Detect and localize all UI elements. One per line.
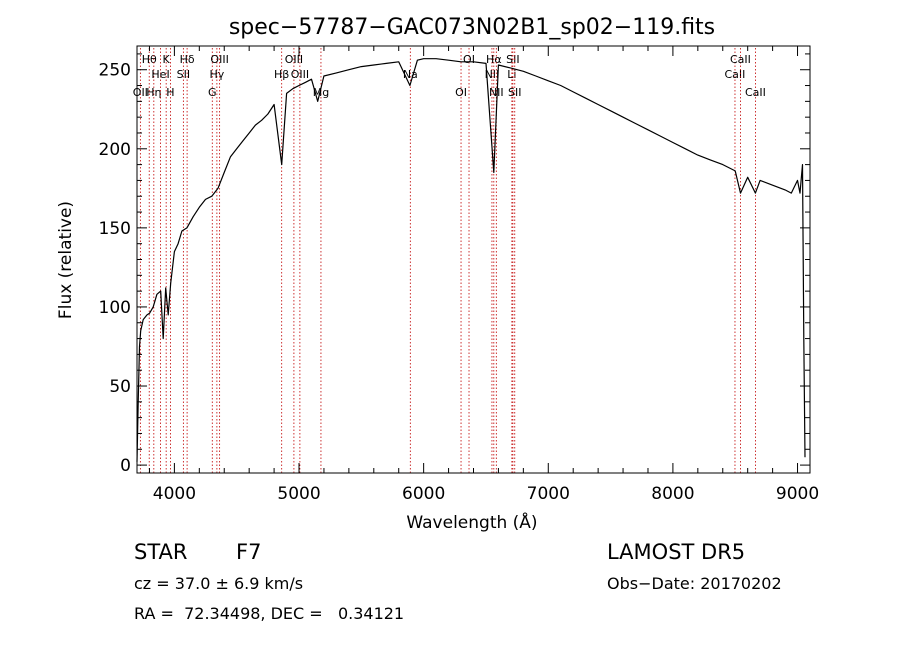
spectral-line-label: OIII bbox=[291, 68, 309, 81]
spectral-line-label: Hγ bbox=[209, 68, 224, 81]
spectral-line-label: Hβ bbox=[274, 68, 289, 81]
spectral-line-label: CaII bbox=[745, 86, 766, 99]
spectral-line-label: OIII bbox=[210, 53, 228, 66]
spectral-line-label: Hα bbox=[486, 53, 502, 66]
spectral-line-label: K bbox=[163, 53, 171, 66]
spectral-line-label: Mg bbox=[313, 86, 329, 99]
plot-area: OIIHθHηHeIKHSIIHδGHγOIIIHβOIIIOIIIMgNaOI… bbox=[133, 48, 806, 473]
spectral-line-label: SII bbox=[506, 53, 519, 66]
x-axis: 4000 5000 6000 7000 8000 9000 bbox=[148, 46, 819, 504]
spectral-line-label: Hθ bbox=[142, 53, 157, 66]
spectral-line-label: OI bbox=[455, 86, 467, 99]
spectral-line-label: HeI bbox=[151, 68, 169, 81]
x-tick-label: 7000 bbox=[527, 484, 570, 504]
y-tick-label: 50 bbox=[109, 377, 131, 397]
y-tick-label: 0 bbox=[120, 456, 131, 476]
y-axis-label: Flux (relative) bbox=[56, 201, 76, 319]
x-tick-label: 8000 bbox=[651, 484, 694, 504]
subclass: F7 bbox=[236, 540, 262, 564]
spectral-line-label: OI bbox=[463, 53, 475, 66]
x-axis-label: Wavelength (Å) bbox=[406, 511, 537, 533]
spectral-line-label: H bbox=[166, 86, 174, 99]
ra-dec: RA = 72.34498, DEC = 0.34121 bbox=[134, 604, 405, 623]
spectral-line-label: NII bbox=[485, 68, 500, 81]
y-tick-label: 250 bbox=[99, 61, 131, 81]
spectral-line-label: SII bbox=[177, 68, 190, 81]
redshift-cz: cz = 37.0 ± 6.9 km/s bbox=[134, 574, 304, 593]
survey-label: LAMOST DR5 bbox=[607, 540, 746, 564]
y-tick-label: 150 bbox=[99, 219, 131, 239]
x-tick-label: 6000 bbox=[402, 484, 445, 504]
x-tick-label: 5000 bbox=[277, 484, 320, 504]
x-tick-label: 4000 bbox=[153, 484, 196, 504]
y-tick-label: 100 bbox=[99, 298, 131, 318]
x-tick-label: 9000 bbox=[776, 484, 819, 504]
spectral-line-label: Hη bbox=[146, 86, 161, 99]
spectral-line-label: OIII bbox=[285, 53, 303, 66]
spectral-line-label: G bbox=[208, 86, 217, 99]
y-tick-label: 200 bbox=[99, 140, 131, 160]
spectral-line-label: Li bbox=[507, 68, 516, 81]
spectral-line-label: NII bbox=[489, 86, 504, 99]
spectral-line-label: CaII bbox=[725, 68, 746, 81]
chart-title: spec−57787−GAC073N02B1_sp02−119.fits bbox=[229, 15, 715, 40]
spectral-line-label: SII bbox=[508, 86, 521, 99]
obs-date: Obs−Date: 20170202 bbox=[607, 574, 782, 593]
object-class: STAR bbox=[134, 540, 188, 564]
y-axis: 0 50 100 150 200 250 bbox=[99, 53, 810, 476]
plot-frame bbox=[136, 45, 811, 474]
spectrum-line bbox=[136, 58, 806, 462]
spectral-line-label: Hδ bbox=[180, 53, 195, 66]
spectral-line-label: CaII bbox=[730, 53, 751, 66]
